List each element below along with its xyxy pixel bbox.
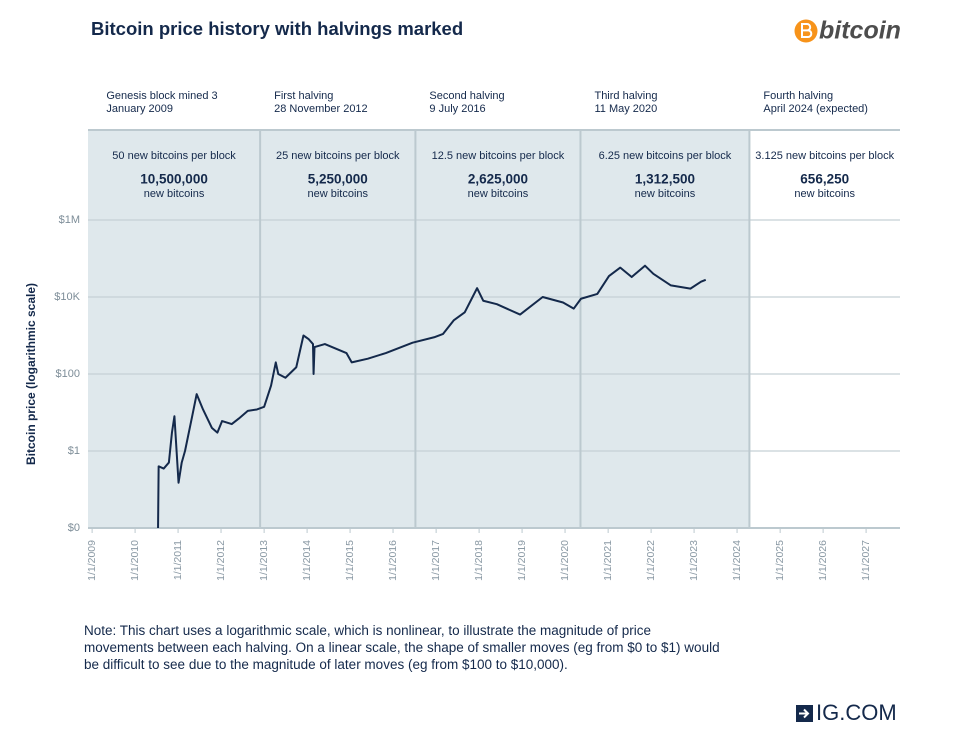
- y-tick-label: $100: [56, 368, 80, 380]
- era-total-unit: new bitcoins: [794, 188, 855, 200]
- y-axis-title: Bitcoin price (logarithmic scale): [24, 283, 38, 465]
- era-total: 1,312,500: [635, 172, 695, 187]
- era-total-unit: new bitcoins: [144, 188, 205, 200]
- era-event: Second halving: [429, 90, 505, 102]
- era-total-unit: new bitcoins: [635, 188, 696, 200]
- era-date: 9 July 2016: [429, 103, 486, 115]
- x-tick-label: 1/1/2022: [645, 540, 657, 581]
- y-tick-label: $1M: [59, 214, 80, 226]
- y-tick-label: $0: [68, 522, 80, 534]
- era-shade: [88, 130, 261, 528]
- era-date: 28 November 2012: [274, 103, 368, 115]
- source-icon-arrow: [799, 708, 810, 719]
- x-tick-label: 1/1/2020: [559, 540, 571, 581]
- x-tick-label: 1/1/2016: [387, 540, 399, 581]
- era-header: Second halving 9 July 2016: [429, 90, 554, 116]
- era-reward: 12.5 new bitcoins per block: [432, 150, 565, 162]
- era-shade: [580, 130, 750, 528]
- y-tick-label: $10K: [54, 291, 80, 303]
- x-tick-label: 1/1/2026: [817, 540, 829, 581]
- era-event: Genesis block mined 3 January 2009: [106, 90, 218, 115]
- era-total: 2,625,000: [468, 172, 528, 187]
- era-reward: 50 new bitcoins per block: [112, 150, 236, 162]
- x-tick-label: 1/1/2010: [129, 540, 141, 581]
- brand-icon-mark: [801, 23, 813, 38]
- price-line: [157, 264, 707, 529]
- x-tick-label: 1/1/2024: [731, 540, 743, 581]
- era-event: Fourth halving: [763, 90, 834, 102]
- era-event: First halving: [274, 90, 334, 102]
- era-total: 5,250,000: [308, 172, 368, 187]
- y-tick-label: $1: [68, 445, 80, 457]
- era-total: 10,500,000: [140, 172, 208, 187]
- brand-name: bitcoin: [819, 17, 901, 45]
- x-tick-label: 1/1/2015: [344, 540, 356, 581]
- era-header: Fourth halving April 2024 (expected): [763, 90, 888, 116]
- era-header: Genesis block mined 3 January 2009: [106, 90, 231, 116]
- x-tick-label: 1/1/2011: [172, 540, 184, 580]
- x-tick-label: 1/1/2013: [258, 540, 270, 581]
- x-tick-label: 1/1/2019: [516, 540, 528, 581]
- era-header: First halving 28 November 2012: [274, 90, 399, 116]
- era-event: Third halving: [594, 90, 658, 102]
- x-tick-label: 1/1/2009: [86, 540, 98, 581]
- era-date: April 2024 (expected): [763, 103, 868, 115]
- x-tick-label: 1/1/2014: [301, 540, 313, 581]
- x-tick-label: 1/1/2023: [688, 540, 700, 581]
- x-tick-label: 1/1/2017: [430, 540, 442, 581]
- chart-title: Bitcoin price history with halvings mark…: [91, 18, 463, 39]
- era-reward: 6.25 new bitcoins per block: [599, 150, 732, 162]
- era-total: 656,250: [800, 172, 849, 187]
- note: Note: This chart uses a logarithmic scal…: [84, 623, 720, 672]
- era-reward: 3.125 new bitcoins per block: [755, 150, 894, 162]
- source: IG.COM: [816, 700, 897, 725]
- x-tick-label: 1/1/2021: [602, 540, 614, 581]
- plot: $0 $1 $100 $10K $1M 50 new bitcoins per block…: [24, 129, 900, 581]
- x-tick-label: 1/1/2018: [473, 540, 485, 581]
- era-shade: [260, 130, 416, 528]
- era-header: Third halving 11 May 2020: [594, 90, 719, 116]
- era-date: 11 May 2020: [594, 103, 658, 115]
- x-tick-label: 1/1/2025: [774, 540, 786, 581]
- era-shade: [415, 130, 581, 528]
- x-tick-label: 1/1/2027: [860, 540, 872, 581]
- era-total-unit: new bitcoins: [307, 188, 368, 200]
- x-tick-label: 1/1/2012: [215, 540, 227, 581]
- era-reward: 25 new bitcoins per block: [276, 150, 400, 162]
- era-total-unit: new bitcoins: [468, 188, 529, 200]
